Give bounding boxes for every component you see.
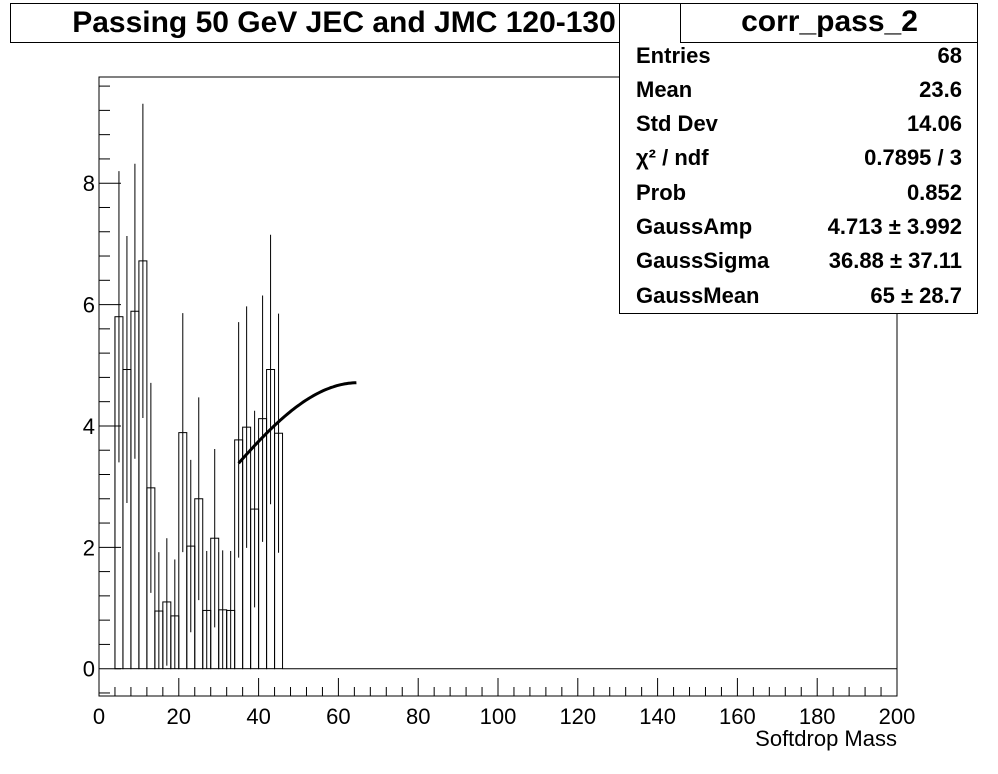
stats-row: Mean 23.6 (636, 75, 962, 105)
stats-row: GaussAmp 4.713 ± 3.992 (636, 212, 962, 242)
y-tick-label: 0 (83, 657, 95, 682)
stats-row: GaussMean 65 ± 28.7 (636, 281, 962, 311)
gauss-fit-curve (237, 381, 357, 465)
x-tick-label: 80 (406, 704, 430, 729)
y-tick-label: 8 (83, 171, 95, 196)
stats-key: GaussMean (636, 283, 760, 308)
x-tick-label: 100 (480, 704, 517, 729)
x-tick-label: 200 (879, 704, 916, 729)
stats-value: 4.713 ± 3.992 (827, 214, 962, 239)
stats-row: GaussSigma 36.88 ± 37.11 (636, 246, 962, 276)
stats-key: GaussSigma (636, 248, 770, 273)
y-tick-label: 2 (83, 535, 95, 560)
axis-layer: 0 20 40 60 80 100 120 140 160 180 200 0 2 4 6 8 (83, 85, 916, 729)
x-tick-label: 0 (93, 704, 105, 729)
stats-value: 36.88 ± 37.11 (828, 248, 962, 273)
chart-title: Passing 50 GeV JEC and JMC 120-130 (10, 3, 678, 43)
x-axis-label: Softdrop Mass (755, 726, 897, 751)
histogram-layer (114, 103, 897, 670)
stats-row: Prob 0.852 (636, 178, 962, 208)
stats-key: Entries (636, 43, 711, 68)
stats-box (619, 3, 978, 314)
y-tick-label: 4 (83, 414, 95, 439)
stats-key: χ² / ndf (636, 145, 709, 170)
x-tick-label: 180 (799, 704, 836, 729)
stats-key: Prob (636, 180, 687, 205)
x-tick-label: 20 (167, 704, 191, 729)
fit-layer (237, 381, 357, 465)
stats-value: 65 ± 28.7 (870, 283, 962, 308)
stats-value: 0.852 (906, 180, 962, 205)
y-tick-label: 6 (83, 293, 95, 318)
x-tick-label: 120 (559, 704, 596, 729)
stats-value: 0.7895 / 3 (864, 145, 962, 170)
stats-value: 68 (937, 43, 962, 68)
x-tick-label: 40 (246, 704, 270, 729)
stats-value: 14.06 (906, 111, 962, 136)
x-tick-label: 140 (639, 704, 676, 729)
stats-key: Std Dev (636, 111, 718, 136)
stats-value: 23.6 (919, 77, 962, 102)
stats-histogram-name: corr_pass_2 (680, 3, 978, 43)
stats-row: Std Dev 14.06 (636, 109, 962, 139)
x-tick-label: 160 (719, 704, 756, 729)
stats-row: Entries 68 (636, 41, 962, 71)
stats-key: GaussAmp (636, 214, 753, 239)
stats-key: Mean (636, 77, 693, 102)
stats-row: χ² / ndf 0.7895 / 3 (636, 143, 962, 173)
x-tick-label: 60 (326, 704, 350, 729)
